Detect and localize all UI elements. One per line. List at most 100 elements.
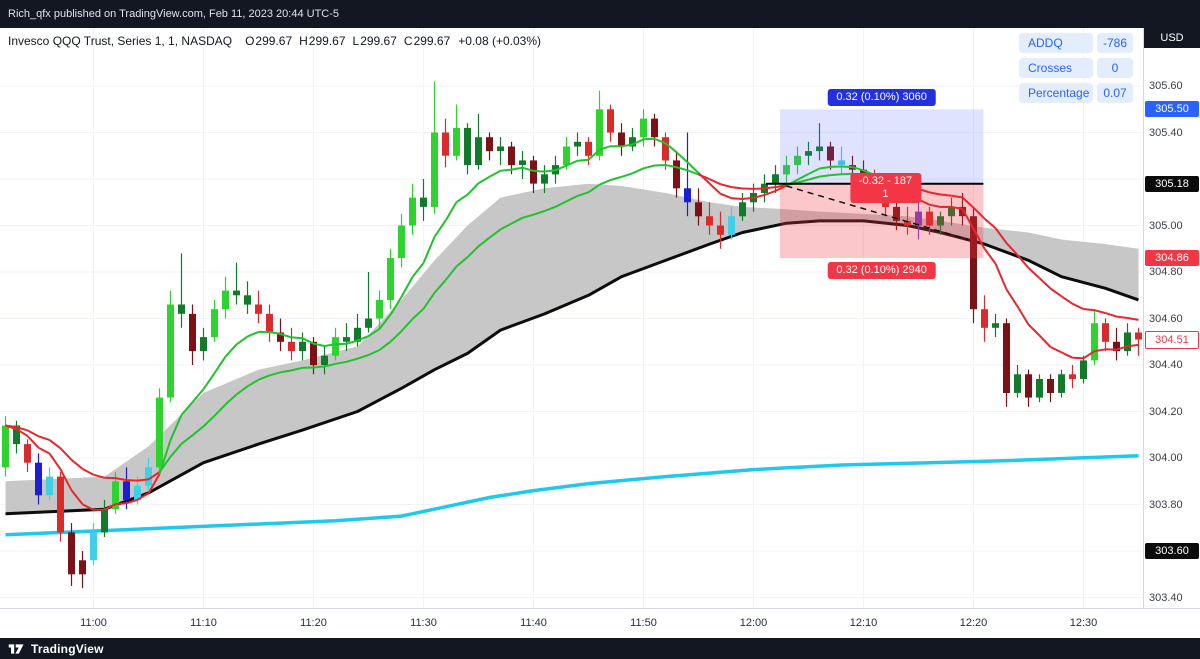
candle-body [420,197,427,207]
candle-body [200,337,207,352]
fast-ema-segment [720,192,732,200]
candle-body [816,146,823,152]
candle-body [937,216,944,226]
candle-body [1135,332,1142,340]
candle-body [1080,360,1087,379]
indicator-row: Percentage 0.07 [1019,83,1133,103]
candle-body [541,174,548,184]
mid-ema-segment [1027,267,1041,279]
candle-body [805,151,812,156]
time-axis[interactable]: 11:00 11:10 11:20 11:30 11:40 11:50 12:00 12:10… [0,608,1200,638]
mid-ema-segment [191,425,205,437]
candle-body [13,425,20,445]
fast-ema-segment [15,428,29,437]
candle-body [1069,374,1076,379]
fast-ema-segment [104,503,116,511]
candle-body [46,476,53,496]
candle-body [464,127,471,166]
mid-ema-segment [852,172,864,176]
candle-body [387,258,394,300]
candle-body [904,220,911,226]
price-tick: 304.60 [1149,312,1183,325]
mid-ema-segment [455,256,469,268]
mid-ema-segment [48,439,62,450]
candle-body [629,137,636,147]
mid-ema-segment [180,434,194,445]
mid-ema-segment [698,173,710,181]
candle-body [123,481,130,500]
mid-ema-segment [1049,287,1063,298]
price-axis[interactable]: USD 305.60 305.40 305.00 304.80 304.60 304.40… [1143,28,1200,608]
bottom-bar: TradingView [0,638,1200,659]
price-change: +0.08 (+0.03%) [458,34,541,48]
mid-ema-segment [753,187,765,190]
fast-ema-segment [38,446,50,455]
indicator-value: 0 [1097,58,1133,78]
candle-body [530,160,537,184]
time-label: 11:10 [190,617,217,629]
mid-ema-segment [632,167,644,175]
fast-ema-segment [400,276,414,298]
candle-body [376,299,383,319]
ohlc-label: H [299,34,308,48]
fast-ema-segment [324,343,336,347]
fast-ema-segment [742,196,754,200]
fast-ema-segment [433,220,447,238]
mid-ema-segment [169,443,183,458]
fast-ema-segment [291,336,303,340]
candle-body [607,109,614,133]
fast-ema-segment [808,167,820,175]
candle-body [68,532,75,575]
mid-ema-segment [1016,254,1030,269]
fast-ema-segment [731,197,743,200]
mid-ema-segment [587,183,601,194]
mid-ema-segment [665,164,677,169]
candle-body [343,337,350,342]
candle-body [1058,374,1065,393]
candle-body [255,304,262,314]
candle-body [57,476,64,533]
mid-ema-segment [1094,309,1106,315]
fast-ema-segment [708,182,722,195]
fast-ema-segment [411,262,425,278]
candle-body [222,290,229,310]
fast-ema-segment [951,206,963,210]
mid-ema-segment [346,357,358,363]
mid-ema-segment [411,308,425,320]
candle-body [695,202,702,217]
mid-ema-segment [422,292,436,310]
candle-body [497,146,504,152]
tradingview-brand: TradingView [31,642,104,656]
mid-ema-segment [235,385,249,396]
mid-ema-segment [961,196,975,209]
mid-ema-segment [983,217,997,229]
fast-ema-segment [82,503,94,511]
mid-ema-segment [313,365,325,369]
mid-ema-segment [819,174,831,178]
fast-ema-segment [764,189,776,196]
candle-body [266,313,273,333]
price-chart-svg[interactable] [0,28,1143,608]
fast-ema-segment [247,330,259,338]
range-lower-box[interactable] [779,183,984,259]
fast-ema-segment [577,158,589,162]
fast-ema-segment [1027,323,1041,337]
fast-ema-segment [675,151,689,163]
price-tick: 303.80 [1149,498,1183,511]
fast-ema-segment [511,166,523,171]
trend-dashed-line[interactable] [786,185,969,241]
fast-ema-segment [1094,348,1106,353]
candle-body [1014,374,1021,393]
candle-body [332,337,339,356]
candle-body [959,206,966,217]
fast-ema-segment [1061,351,1073,359]
fast-ema-segment [929,203,941,208]
fast-ema-segment [1116,345,1128,351]
candle-body [794,155,801,166]
chart-canvas[interactable]: Invesco QQQ Trust, Series 1, 1, NASDAQ O… [0,28,1143,608]
fast-ema-segment [455,193,469,203]
fast-ema-segment [621,143,633,148]
fast-ema-segment [202,372,216,390]
mid-ema-segment [577,191,589,197]
mid-ema-segment [1105,312,1117,318]
